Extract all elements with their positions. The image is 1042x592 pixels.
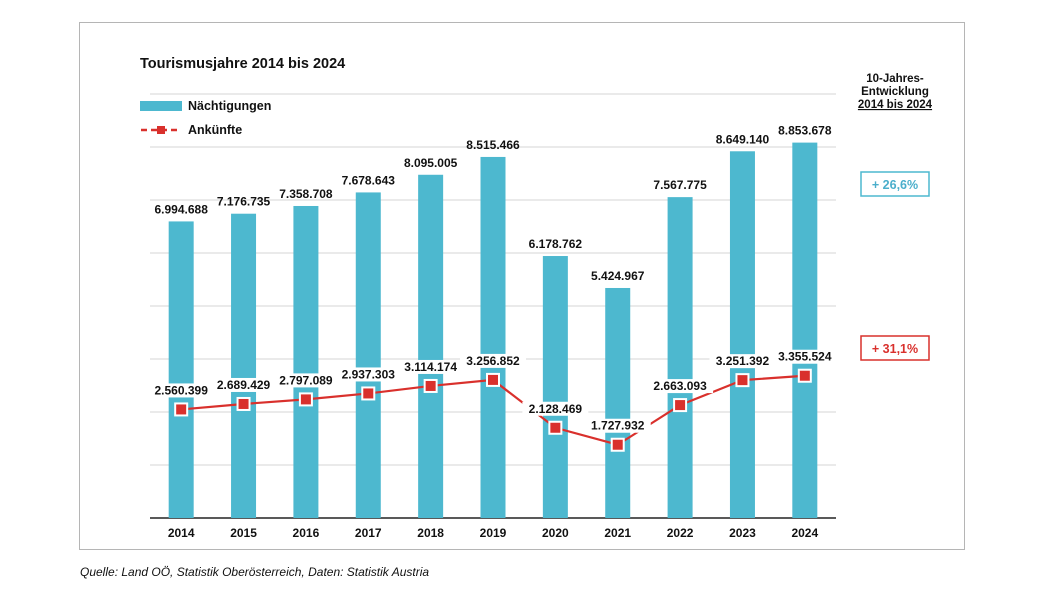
marker-ankuenfte — [612, 439, 623, 450]
chart-frame — [79, 22, 965, 550]
data-label-naechtigungen: 6.178.762 — [529, 237, 583, 251]
marker-ankuenfte — [488, 374, 498, 385]
legend-swatch-naechtigungen — [140, 101, 182, 111]
x-tick-label: 2018 — [417, 526, 444, 540]
marker-ankuenfte — [737, 375, 748, 386]
marker-ankuenfte — [300, 394, 311, 405]
data-label-bg-ankuenfte — [460, 353, 526, 368]
chart-title: Tourismusjahre 2014 bis 2024 — [140, 56, 345, 72]
data-label-bg-ankuenfte — [397, 359, 464, 374]
x-tick-label: 2016 — [293, 526, 320, 540]
data-label-naechtigungen: 7.176.735 — [217, 195, 271, 209]
marker-ankuenfte — [238, 398, 249, 409]
bar-naechtigungen — [542, 256, 568, 518]
bar-naechtigungen — [605, 287, 631, 518]
data-label-ankuenfte: 3.256.852 — [466, 354, 520, 368]
data-label-naechtigungen: 8.095.005 — [404, 156, 458, 170]
data-label-naechtigungen: 8.853.678 — [778, 124, 832, 138]
badge-ankuenfte-change-text: + 31,1% — [872, 342, 918, 356]
x-tick-label: 2024 — [791, 526, 818, 540]
data-label-ankuenfte: 2.560.399 — [154, 383, 208, 397]
badge-ankuenfte-change — [860, 335, 930, 361]
bar-naechtigungen — [355, 192, 381, 518]
x-tick-label: 2015 — [230, 526, 257, 540]
side-panel-title-line: 10-Jahres- — [866, 73, 924, 85]
data-label-bg-ankuenfte — [584, 418, 651, 433]
bar-naechtigungen — [792, 142, 818, 518]
x-tick-label: 2022 — [667, 526, 694, 540]
bar-naechtigungen — [667, 197, 693, 518]
bar-naechtigungen — [729, 151, 755, 518]
data-label-ankuenfte: 2.663.093 — [653, 379, 707, 393]
data-label-ankuenfte: 2.797.089 — [279, 373, 333, 387]
legend-label-ankuenfte: Ankünfte — [188, 123, 242, 137]
marker-ankuenfte — [550, 422, 561, 433]
marker-ankuenfte — [675, 400, 686, 411]
data-label-naechtigungen: 7.358.708 — [279, 187, 333, 201]
badge-naechtigungen-change-text: + 26,6% — [872, 178, 918, 192]
bar-naechtigungen — [293, 205, 319, 518]
bar-naechtigungen — [418, 174, 444, 518]
data-label-bg-ankuenfte — [272, 373, 339, 388]
x-tick-label: 2014 — [168, 526, 195, 540]
data-label-bg-ankuenfte — [335, 367, 402, 382]
badge-naechtigungen-change — [860, 171, 930, 197]
data-label-naechtigungen: 7.567.775 — [653, 178, 707, 192]
bar-naechtigungen — [168, 221, 194, 518]
side-panel-title-line: Entwicklung — [861, 86, 929, 98]
data-label-ankuenfte: 3.355.524 — [778, 350, 832, 364]
side-panel-title-line: 2014 bis 2024 — [858, 99, 933, 111]
data-label-bg-ankuenfte — [771, 349, 838, 364]
data-label-bg-ankuenfte — [210, 377, 277, 392]
data-label-naechtigungen: 7.678.643 — [342, 173, 396, 187]
data-label-ankuenfte: 2.937.303 — [342, 367, 396, 381]
bar-naechtigungen — [231, 213, 257, 519]
data-label-naechtigungen: 5.424.967 — [591, 269, 645, 283]
marker-ankuenfte — [363, 388, 374, 399]
marker-ankuenfte — [799, 370, 810, 381]
data-label-ankuenfte: 2.689.429 — [217, 378, 271, 392]
x-tick-label: 2023 — [729, 526, 756, 540]
bar-naechtigungen — [480, 156, 506, 518]
data-label-bg-ankuenfte — [522, 401, 589, 416]
data-label-bg-ankuenfte — [647, 379, 714, 394]
source-note: Quelle: Land OÖ, Statistik Oberösterreic… — [80, 565, 430, 579]
x-tick-label: 2017 — [355, 526, 382, 540]
legend-marker-ankuenfte — [157, 126, 165, 134]
x-tick-label: 2021 — [604, 526, 631, 540]
data-label-ankuenfte: 2.128.469 — [529, 402, 583, 416]
data-label-naechtigungen: 8.515.466 — [466, 138, 520, 152]
data-label-bg-ankuenfte — [709, 354, 776, 369]
data-label-naechtigungen: 6.994.688 — [154, 202, 208, 216]
data-label-ankuenfte: 1.727.932 — [591, 419, 645, 433]
data-label-ankuenfte: 3.251.392 — [716, 354, 770, 368]
marker-ankuenfte — [425, 380, 436, 391]
data-label-naechtigungen: 8.649.140 — [716, 132, 770, 146]
data-label-ankuenfte: 3.114.174 — [404, 360, 457, 374]
data-label-bg-ankuenfte — [148, 383, 215, 398]
x-tick-label: 2019 — [480, 526, 507, 540]
marker-ankuenfte — [176, 404, 187, 415]
legend-label-naechtigungen: Nächtigungen — [188, 99, 271, 113]
x-tick-label: 2020 — [542, 526, 569, 540]
